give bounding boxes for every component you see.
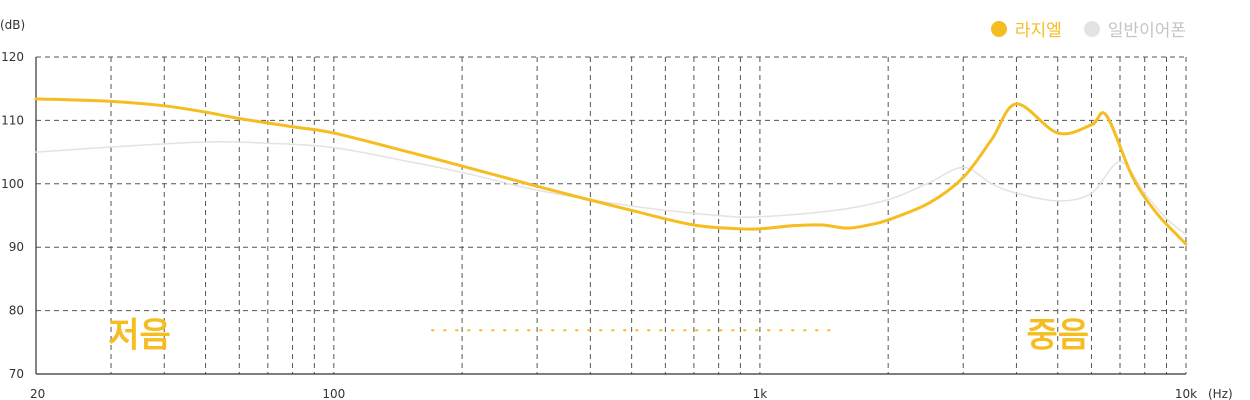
x-axis-label: (Hz) (1208, 387, 1233, 400)
legend-label-series-0: 라지엘 (1014, 21, 1062, 41)
x-tick-label: 1k (753, 387, 768, 400)
y-tick-label: 80 (9, 304, 24, 318)
y-tick-label: 90 (9, 240, 24, 254)
legend: 라지엘 일반이어폰 (990, 16, 1186, 41)
legend-item-series-0[interactable]: 라지엘 (990, 16, 1062, 41)
legend-item-series-1[interactable]: 일반이어폰 (1083, 16, 1186, 41)
x-tick-label: 100 (322, 387, 345, 400)
series-line-0 (34, 97, 1188, 246)
y-tick-label: 120 (1, 50, 24, 64)
y-tick-label: 110 (1, 113, 24, 127)
series-line-1 (35, 141, 1187, 236)
x-tick-label: 20 (30, 387, 45, 400)
band-annotation-label: 중음 (1026, 315, 1089, 355)
legend-dot-series-1 (1083, 20, 1100, 37)
y-axis-label: (dB) (0, 18, 25, 32)
y-tick-label: 70 (9, 367, 24, 381)
legend-label-series-1: 일반이어폰 (1107, 21, 1186, 41)
legend-dot-series-0 (990, 20, 1007, 37)
y-tick-label: 100 (1, 177, 24, 191)
x-tick-label: 10k (1175, 387, 1197, 400)
band-annotation-label: 저음 (108, 315, 171, 355)
